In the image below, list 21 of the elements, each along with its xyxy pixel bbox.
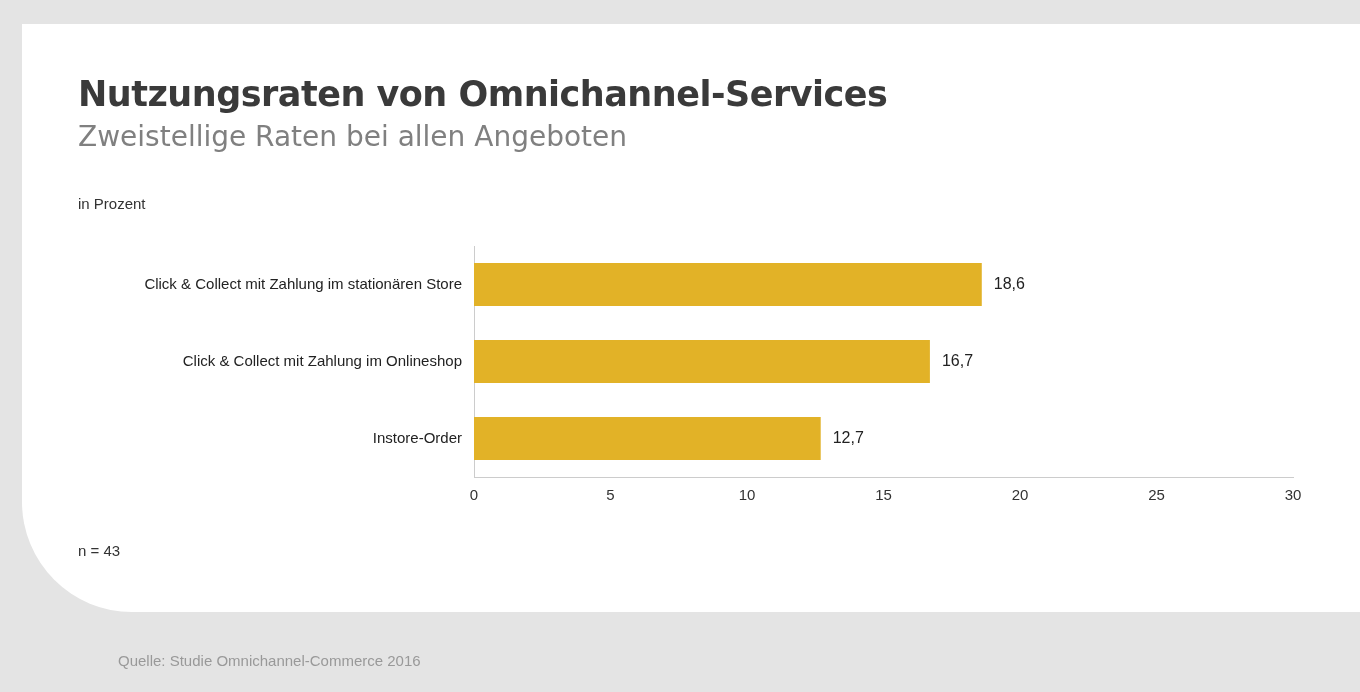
y-tick-label: Click & Collect mit Zahlung im Onlineshop bbox=[182, 351, 462, 369]
data-label: 18,6 bbox=[993, 274, 1026, 292]
data-label: 12,7 bbox=[832, 428, 864, 446]
data-label: 16,7 bbox=[941, 351, 974, 369]
chart-title: Nutzungsraten von Omnichannel-Services bbox=[78, 74, 888, 114]
y-tick-label: Click & Collect mit Zahlung im stationären Store bbox=[144, 274, 462, 292]
x-tick-label: 20 bbox=[1011, 486, 1029, 504]
bar bbox=[474, 416, 821, 461]
x-tick-label: 30 bbox=[1284, 486, 1302, 504]
text: n = 43 bbox=[78, 542, 121, 559]
source-note: Quelle: Studie Omnichannel-Commerce 2016 bbox=[118, 652, 421, 669]
x-tick-label: 5 bbox=[606, 486, 615, 504]
chart-subtitle: Zweistellige Raten bei allen Angeboten bbox=[78, 120, 627, 153]
bar bbox=[474, 339, 930, 384]
x-tick-label: 25 bbox=[1148, 486, 1165, 504]
x-tick-label: 15 bbox=[875, 486, 892, 504]
text: in Prozent bbox=[78, 195, 146, 212]
x-tick-label: 0 bbox=[469, 486, 479, 504]
bar bbox=[474, 262, 982, 307]
x-tick-label: 10 bbox=[738, 486, 756, 504]
y-tick-label: Instore-Order bbox=[372, 428, 462, 446]
